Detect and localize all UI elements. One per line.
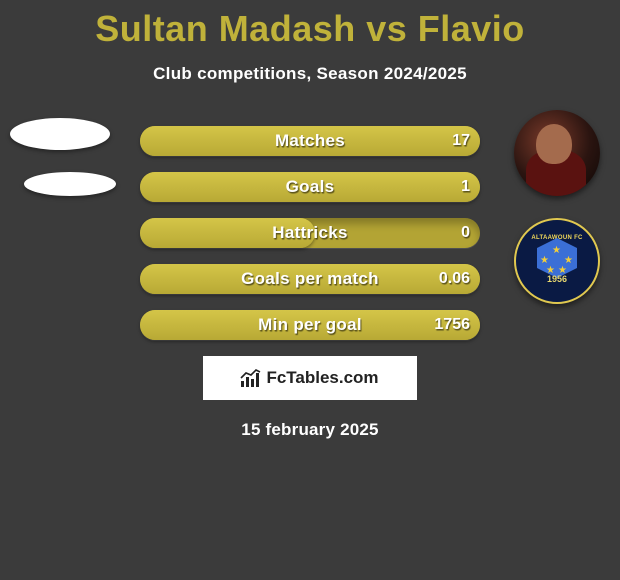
stat-row: Goals per match0.06 xyxy=(0,264,620,294)
stat-label: Min per goal xyxy=(140,310,480,340)
stat-value: 1756 xyxy=(434,310,470,340)
stat-row: Min per goal1756 xyxy=(0,310,620,340)
subtitle: Club competitions, Season 2024/2025 xyxy=(0,64,620,84)
page-title: Sultan Madash vs Flavio xyxy=(0,0,620,50)
stat-label: Matches xyxy=(140,126,480,156)
stat-value: 0 xyxy=(461,218,470,248)
stat-label: Goals xyxy=(140,172,480,202)
stat-row: Goals1 xyxy=(0,172,620,202)
brand-text: FcTables.com xyxy=(266,368,378,388)
brand-box: FcTables.com xyxy=(203,356,417,400)
brand-chart-icon xyxy=(241,369,261,387)
stat-value: 0.06 xyxy=(439,264,470,294)
stat-value: 17 xyxy=(452,126,470,156)
stats-panel: Matches17 Goals1 Hattricks0 Goals per match… xyxy=(0,126,620,340)
stat-label: Hattricks xyxy=(140,218,480,248)
stat-label: Goals per match xyxy=(140,264,480,294)
stat-row: Matches17 xyxy=(0,126,620,156)
stat-value: 1 xyxy=(461,172,470,202)
date-text: 15 february 2025 xyxy=(0,420,620,440)
stat-row: Hattricks0 xyxy=(0,218,620,248)
